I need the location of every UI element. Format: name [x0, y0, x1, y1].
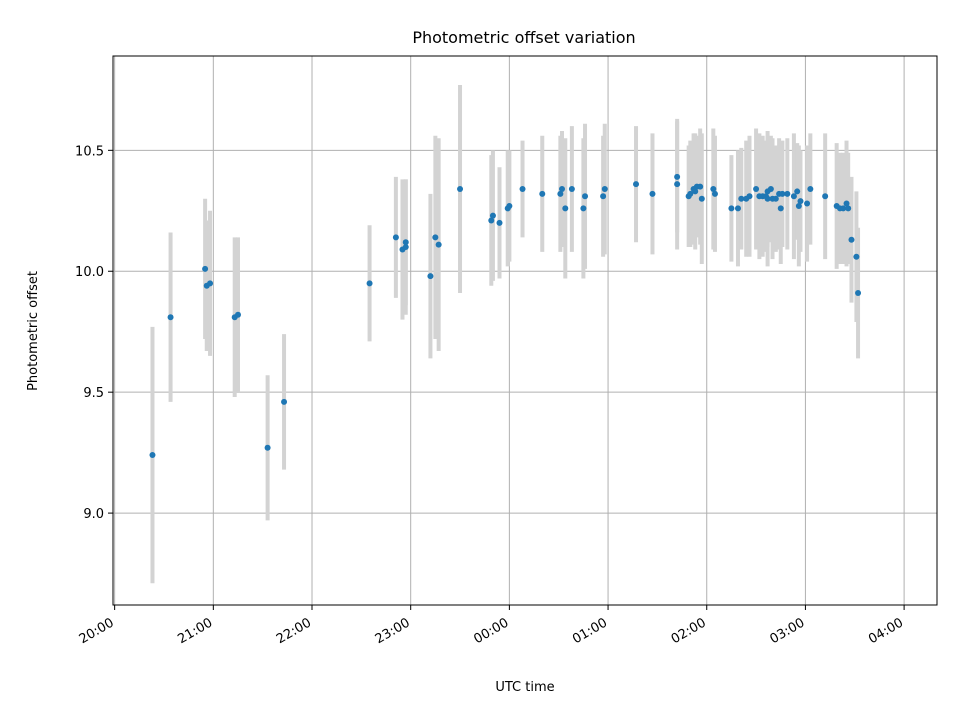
- data-point: [207, 280, 214, 287]
- data-point: [697, 183, 704, 190]
- data-point: [795, 202, 802, 209]
- x-axis-label: UTC time: [495, 680, 554, 695]
- data-point: [779, 190, 786, 197]
- data-point: [539, 190, 546, 197]
- data-point: [840, 205, 847, 212]
- y-tick-label: 9.0: [83, 507, 104, 522]
- error-bars: [150, 85, 861, 584]
- data-point: [674, 181, 681, 188]
- data-point: [710, 186, 717, 193]
- data-point: [738, 195, 745, 202]
- data-point: [559, 186, 566, 193]
- data-point: [687, 190, 694, 197]
- data-point: [234, 311, 241, 318]
- data-point: [728, 205, 735, 212]
- data-point: [764, 195, 771, 202]
- data-point: [753, 186, 760, 193]
- data-point: [807, 186, 814, 193]
- data-point: [582, 193, 589, 200]
- data-point: [601, 186, 608, 193]
- data-point: [767, 186, 774, 193]
- data-point: [568, 186, 575, 193]
- y-axis-ticks: 9.0 9.5 10.0 10.5: [75, 144, 113, 522]
- data-point: [822, 193, 829, 200]
- data-point: [519, 186, 526, 193]
- data-point: [848, 236, 855, 243]
- x-tick-label: 21:00: [175, 615, 215, 647]
- data-point: [366, 280, 373, 287]
- x-tick-label: 04:00: [866, 615, 906, 647]
- data-point: [772, 195, 779, 202]
- data-point: [435, 241, 442, 248]
- data-point: [427, 273, 434, 280]
- data-point: [167, 314, 174, 321]
- data-point: [734, 205, 741, 212]
- data-point: [746, 193, 753, 200]
- y-axis-label: Photometric offset: [26, 271, 41, 391]
- data-point: [633, 181, 640, 188]
- data-point: [457, 186, 464, 193]
- x-tick-label: 02:00: [669, 615, 709, 647]
- data-point: [402, 239, 409, 246]
- data-point: [692, 188, 699, 195]
- x-tick-label: 23:00: [373, 615, 413, 647]
- x-tick-label: 22:00: [274, 615, 314, 647]
- data-point: [496, 219, 503, 226]
- data-point: [845, 205, 852, 212]
- data-point: [777, 205, 784, 212]
- y-tick-label: 9.5: [83, 386, 104, 401]
- data-point: [264, 444, 271, 451]
- y-tick-label: 10.5: [75, 144, 104, 159]
- chart-title: Photometric offset variation: [412, 28, 635, 47]
- data-point: [281, 398, 288, 405]
- data-point: [392, 234, 399, 241]
- data-point: [557, 190, 564, 197]
- data-point: [674, 173, 681, 180]
- data-point: [804, 200, 811, 207]
- data-point: [853, 253, 860, 260]
- data-point: [506, 202, 513, 209]
- x-tick-label: 01:00: [570, 615, 610, 647]
- data-point: [855, 290, 862, 297]
- data-point: [698, 195, 705, 202]
- plot-frame: [112, 55, 938, 606]
- x-axis-ticks: 20:00 21:00 22:00 23:00 00:00 01:00 02:00 03:00…: [77, 605, 906, 647]
- data-point: [402, 244, 409, 251]
- data-point: [149, 452, 156, 459]
- data-point: [600, 193, 607, 200]
- x-tick-label: 20:00: [77, 615, 117, 647]
- data-point: [202, 265, 209, 272]
- data-point: [711, 190, 718, 197]
- data-point: [488, 217, 495, 224]
- data-point: [794, 188, 801, 195]
- x-tick-label: 00:00: [471, 615, 511, 647]
- y-tick-label: 10.0: [75, 265, 104, 280]
- data-point: [649, 190, 656, 197]
- data-point: [784, 190, 791, 197]
- x-tick-label: 03:00: [767, 615, 807, 647]
- data-point: [432, 234, 439, 241]
- data-point: [790, 193, 797, 200]
- data-point: [843, 200, 850, 207]
- data-points: [149, 173, 862, 459]
- data-point: [797, 198, 804, 205]
- data-point: [562, 205, 569, 212]
- data-point: [489, 212, 496, 219]
- data-point: [580, 205, 587, 212]
